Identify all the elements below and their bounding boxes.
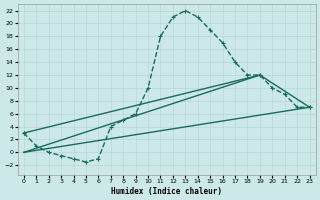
X-axis label: Humidex (Indice chaleur): Humidex (Indice chaleur) (111, 187, 222, 196)
